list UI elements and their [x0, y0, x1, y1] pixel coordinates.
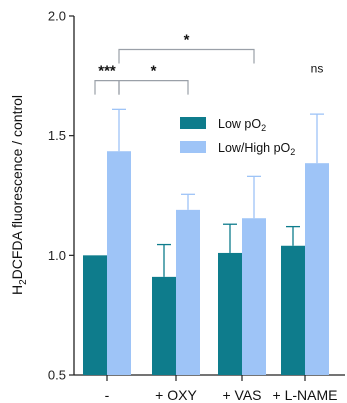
- x-tick-label: + OXY: [155, 387, 197, 403]
- legend: Low pO2 Low/High pO2: [180, 117, 295, 157]
- x-tick-label: + VAS: [222, 387, 261, 403]
- bar: [281, 245, 305, 375]
- y-axis-label-rest: DCFDA fluorescence / control: [9, 95, 25, 279]
- legend-label: Low/High pO2: [218, 141, 295, 157]
- bar-annotation-label: ns: [311, 62, 324, 76]
- error-bars: [112, 108, 324, 277]
- x-tick-label: -: [105, 387, 110, 403]
- y-tick-label: 1.0: [48, 248, 66, 263]
- significance-bracket: [118, 48, 255, 64]
- bar: [242, 218, 266, 375]
- bars: [83, 151, 329, 375]
- y-tick-label: 2.0: [48, 9, 66, 24]
- bar: [83, 255, 107, 375]
- significance-bracket: [94, 80, 120, 95]
- legend-swatch: [180, 117, 206, 129]
- significance-label: *: [151, 63, 157, 80]
- significance-label: ***: [98, 63, 116, 80]
- bar: [218, 252, 242, 375]
- bar: [107, 151, 131, 375]
- x-tick-label: + L-NAME: [273, 387, 338, 403]
- y-ticks: 0.5 1.0 1.5 2.0: [48, 9, 74, 383]
- y-tick-label: 0.5: [48, 368, 66, 383]
- significance-label: *: [184, 32, 190, 49]
- bar: [176, 209, 200, 375]
- bar: [305, 163, 329, 375]
- x-ticks: - + OXY + VAS + L-NAME: [105, 375, 338, 403]
- significance-bracket: [118, 80, 189, 95]
- y-axis-label-sub: 2: [18, 279, 29, 285]
- y-axis-label-main: H: [9, 285, 25, 295]
- y-axis-label: H2DCFDA fluorescence / control: [9, 95, 29, 295]
- legend-label: Low pO2: [218, 117, 266, 133]
- significance-annotations: *** **ns: [94, 32, 324, 95]
- bar: [152, 276, 176, 375]
- legend-swatch: [180, 141, 206, 153]
- y-tick-label: 1.5: [48, 128, 66, 143]
